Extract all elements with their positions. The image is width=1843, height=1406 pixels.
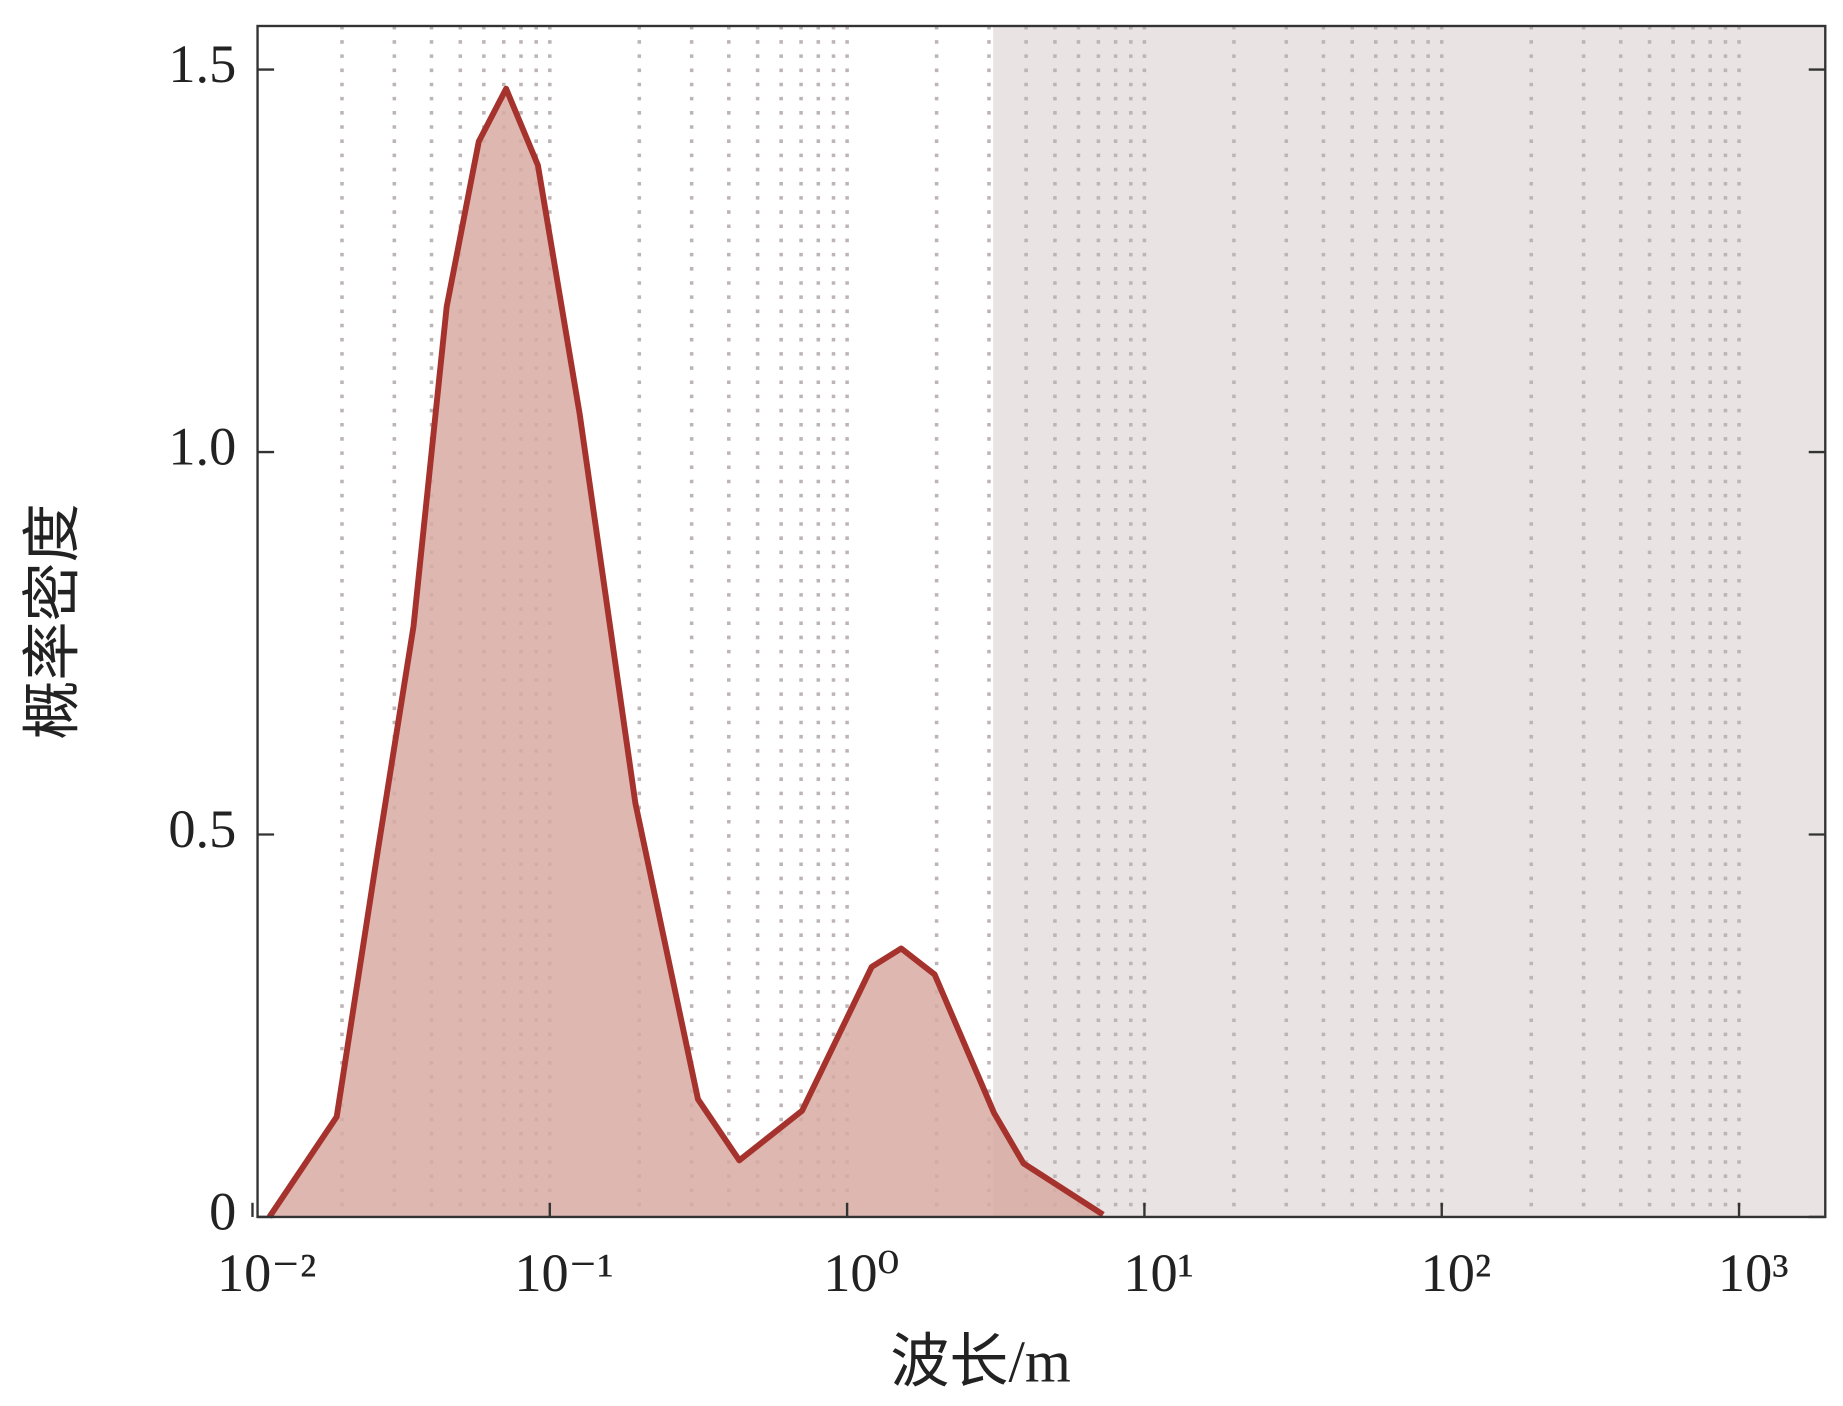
- shaded-region: [993, 25, 1826, 1217]
- x-tick-label: 10³: [1718, 1243, 1789, 1303]
- x-tick-label: 10²: [1421, 1243, 1492, 1303]
- line: [266, 85, 1105, 1219]
- y-tick-label: 0.5: [168, 799, 236, 859]
- x-tick-label: 10⁻²: [217, 1243, 316, 1303]
- area: [269, 88, 1104, 1217]
- y-tick-label: 1.5: [168, 34, 236, 94]
- y-tick-label: 0: [209, 1181, 236, 1241]
- x-tick-label: 10¹: [1123, 1243, 1194, 1303]
- x-tick-label: 10⁰: [823, 1243, 899, 1303]
- x-axis-label: 波长/m: [890, 1329, 1071, 1395]
- y-axis-label: 概率密度: [20, 503, 86, 739]
- plot-frame: [256, 24, 1827, 1219]
- x-tick-label: 10⁻¹: [514, 1243, 613, 1303]
- y-tick-label: 1.0: [168, 417, 236, 477]
